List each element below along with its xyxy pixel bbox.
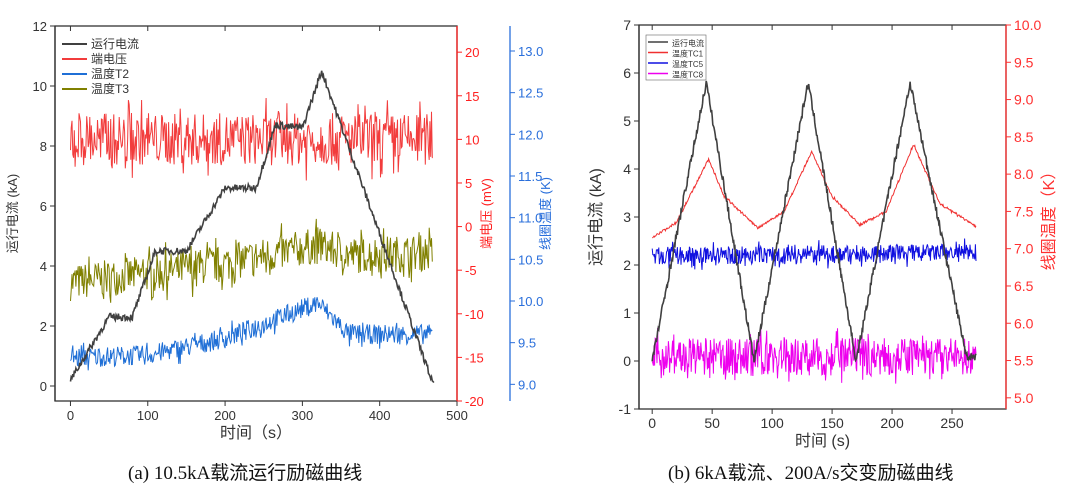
series-温度T3 [70,218,433,303]
legend-entry: 温度T3 [91,81,129,96]
y-tick-label: -10 [465,307,484,322]
y-tick-label: -5 [465,263,477,278]
y-tick-label: 5.5 [1014,353,1034,369]
y-tick-label: -20 [465,394,484,409]
y-tick-label: 0 [623,353,631,369]
x-tick-label: 50 [704,415,720,431]
caption-a: (a) 10.5kA载流运行励磁曲线 [128,463,363,484]
y-tick-label: 11.0 [518,211,542,226]
right2-axis-label: 线圈温度 (K) [538,177,553,250]
series-运行电流 [651,80,977,363]
x-tick-label: 250 [940,415,964,431]
legend-entry: 温度T2 [91,66,129,81]
y-tick-label: 12.5 [518,86,543,101]
y-tick-label: -1 [619,401,632,417]
y-tick-label: 10 [33,79,47,94]
x-tick-label: 100 [760,415,784,431]
y-tick-label: 20 [465,45,479,60]
y-tick-label: 4 [40,259,47,274]
series-运行电流 [69,70,435,384]
x-tick-label: 500 [446,408,468,423]
x-tick-label: 200 [880,415,904,431]
y-tick-label: 5 [623,113,631,129]
x-tick-label: 300 [292,408,314,423]
y-tick-label: 0 [465,220,472,235]
y-tick-label: 8.5 [1014,129,1034,145]
y-tick-label: 12 [33,19,47,34]
y-tick-label: 4 [623,161,631,177]
y-tick-label: 5 [465,176,472,191]
x-tick-label: 150 [820,415,844,431]
y-tick-label: 8.0 [1014,166,1034,182]
y-tick-label: 7.0 [1014,241,1034,257]
y-tick-label: 5.0 [1014,390,1034,406]
y-tick-label: 8 [40,139,47,154]
y-tick-label: 15 [465,89,479,104]
y-tick-label: 10.0 [1014,17,1041,33]
x-tick-label: 0 [648,415,656,431]
y-tick-label: 12.0 [518,127,543,142]
x-axis-label: 时间 (s) [795,432,850,450]
left-axis-label: 运行电流 (kA) [587,168,605,266]
series-端电压 [70,97,433,181]
y-tick-label: 3 [623,209,631,225]
caption-b: (b) 6kA载流、200A/s交变励磁曲线 [668,463,954,484]
x-tick-label: 100 [137,408,159,423]
y-tick-label: 9.5 [518,336,536,351]
y-tick-label: 10.0 [518,294,543,309]
left-axis-label: 运行电流 (kA) [5,174,20,253]
y-tick-label: 2 [623,257,631,273]
legend-entry: 运行电流 [91,37,139,51]
y-tick-label: 2 [40,319,47,334]
y-tick-label: 7.5 [1014,203,1034,219]
y-tick-label: 6.0 [1014,315,1034,331]
y-tick-label: 9.0 [1014,92,1034,108]
right1-axis-label: 端电压 (mV) [479,178,494,249]
right1-axis-label: 线圈温度（K） [1040,164,1058,271]
legend-entry: 温度TC1 [672,49,704,59]
y-tick-label: 9.5 [1014,54,1034,70]
legend-entry: 温度TC8 [672,70,704,80]
x-axis-label: 时间（s） [220,424,292,442]
legend-entry: 运行电流 [672,38,704,48]
y-tick-label: 9.0 [518,377,536,392]
y-tick-label: 0 [40,379,47,394]
y-tick-label: 6.5 [1014,278,1034,294]
y-tick-label: 6 [623,65,631,81]
y-tick-label: 11.5 [518,169,542,184]
series-温度TC1 [652,144,977,239]
y-tick-label: 1 [623,305,631,321]
x-tick-label: 0 [67,408,74,423]
y-tick-label: -15 [465,350,484,365]
y-tick-label: 6 [40,199,47,214]
y-tick-label: 10.5 [518,252,543,267]
x-tick-label: 400 [369,408,391,423]
legend-entry: 温度TC5 [672,59,704,69]
series-温度TC8 [651,327,977,384]
legend-entry: 端电压 [91,52,127,66]
y-tick-label: 7 [623,17,631,33]
y-tick-label: 13.0 [518,44,543,59]
y-tick-label: 10 [465,132,479,147]
x-tick-label: 200 [214,408,236,423]
series-温度T2 [70,297,433,371]
series-温度TC5 [651,238,977,270]
